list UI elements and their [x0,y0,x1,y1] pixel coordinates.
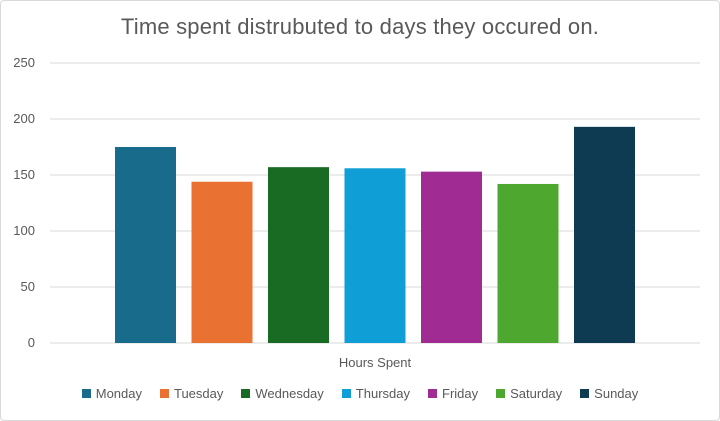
y-tick-label: 150 [13,167,35,182]
bars [115,126,635,343]
legend: Monday Tuesday Wednesday Thursday Friday Satu… [0,386,720,401]
legend-item-friday: Friday [428,386,478,401]
legend-label: Thursday [355,386,410,401]
y-tick-label: 200 [13,111,35,126]
bar-saturday [497,183,559,343]
legend-label: Friday [442,386,479,401]
y-axis-ticks: 0 50 100 150 200 250 [13,55,35,350]
legend-label: Sunday [594,386,639,401]
legend-item-wednesday: Wednesday [241,386,324,401]
legend-swatch [159,389,169,398]
legend-label: Wednesday [255,386,324,401]
legend-swatch [241,389,251,398]
legend-label: Saturday [510,386,563,401]
legend-item-tuesday: Tuesday [159,386,224,401]
legend-item-thursday: Thursday [341,386,410,401]
legend-swatch [341,389,351,398]
bar-monday [115,147,176,343]
legend-item-sunday: Sunday [580,386,638,401]
y-tick-label: 250 [13,55,35,70]
legend-item-saturday: Saturday [496,386,562,401]
y-tick-label: 0 [28,335,35,350]
legend-swatch [580,389,590,398]
bar-sunday [574,126,635,343]
chart-title: Time spent distrubuted to days they occu… [120,14,600,39]
legend-swatch [81,389,91,398]
legend-label: Tuesday [173,386,224,401]
bar-thursday [344,168,406,343]
bar-wednesday [268,167,329,343]
legend-swatch [496,389,506,398]
legend-label: Monday [95,386,142,401]
x-category-label: Hours Spent [339,355,412,370]
bar-friday [421,171,482,343]
y-tick-label: 50 [21,279,35,294]
legend-swatch [428,389,437,398]
y-tick-label: 100 [13,223,35,238]
bar-tuesday [191,181,253,343]
legend-item-monday: Monday [81,386,142,401]
